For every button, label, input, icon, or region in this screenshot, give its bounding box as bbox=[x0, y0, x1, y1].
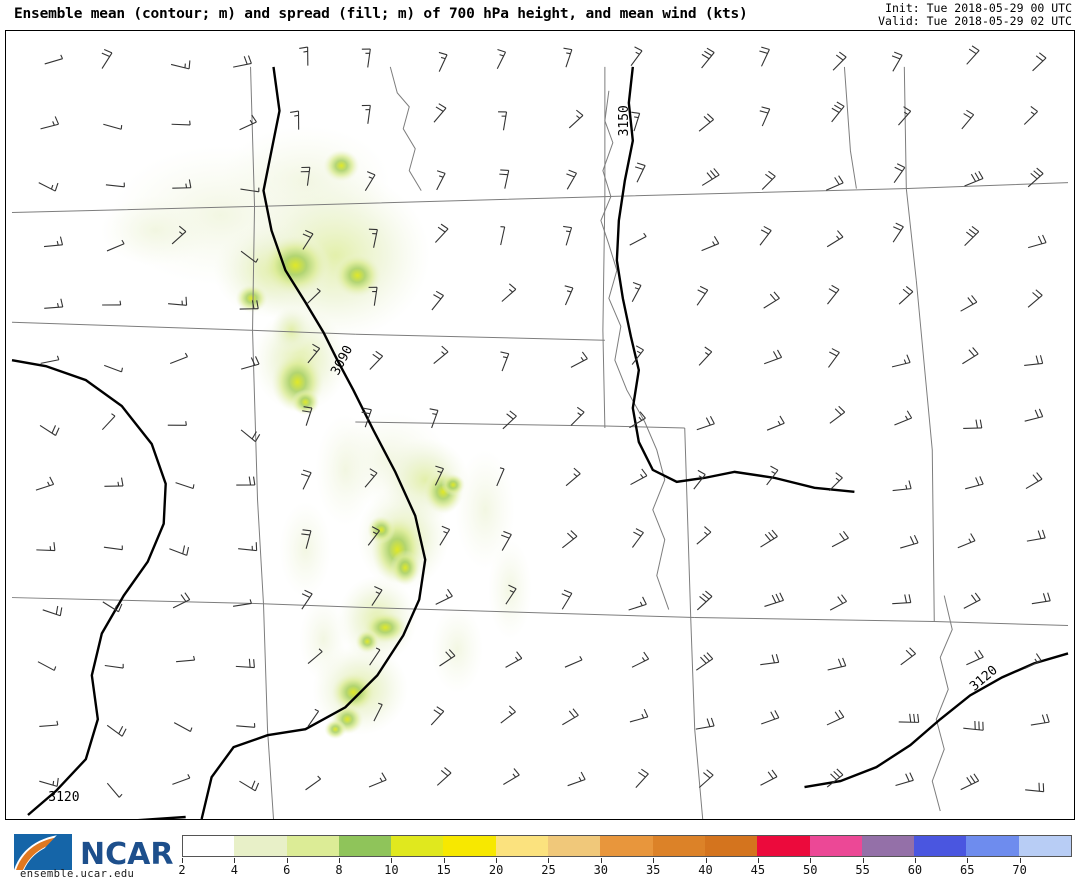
colorbar-tick bbox=[496, 858, 498, 863]
colorbar-segment bbox=[600, 836, 653, 856]
colorbar-tick-label: 55 bbox=[855, 863, 870, 877]
colorbar-tick bbox=[967, 858, 969, 863]
header-bar: Ensemble mean (contour; m) and spread (f… bbox=[0, 0, 1080, 30]
colorbar-tick-label: 2 bbox=[178, 863, 186, 877]
colorbar-tick-label: 50 bbox=[803, 863, 818, 877]
colorbar-tick-label: 20 bbox=[488, 863, 504, 877]
colorbar-segment bbox=[183, 836, 235, 856]
init-time-label: Init: Tue 2018-05-29 00 UTC bbox=[885, 1, 1072, 15]
colorbar-segment bbox=[286, 836, 339, 856]
contour-label: 3120 bbox=[48, 790, 79, 805]
colorbar-tick bbox=[286, 858, 288, 863]
colorbar-segment bbox=[757, 836, 810, 856]
colorbar-tick bbox=[443, 858, 445, 863]
colorbar-segment bbox=[966, 836, 1019, 856]
colorbar-tick-label: 65 bbox=[960, 863, 975, 877]
colorbar-tick bbox=[1019, 858, 1021, 863]
colorbar-tick-label: 25 bbox=[541, 863, 556, 877]
colorbar-tick bbox=[914, 858, 916, 863]
footer-bar: NCAR ensemble.ucar.edu 2 4 6 8 10 15 20 25 30 35 4… bbox=[0, 824, 1080, 887]
colorbar-tick bbox=[182, 858, 183, 863]
colorbar-segment bbox=[548, 836, 601, 856]
spread-fill-layer bbox=[100, 125, 533, 740]
valid-time-label: Valid: Tue 2018-05-29 02 UTC bbox=[878, 14, 1072, 28]
colorbar-tick bbox=[548, 858, 550, 863]
map-canvas[interactable]: 3150 3090 3120 3120 bbox=[5, 30, 1075, 820]
colorbar-tick-label: 10 bbox=[384, 863, 399, 877]
page-title: Ensemble mean (contour; m) and spread (f… bbox=[14, 6, 748, 22]
colorbar-tick bbox=[653, 858, 655, 863]
colorbar-tick-label: 60 bbox=[907, 863, 923, 877]
state-boundaries-layer bbox=[11, 66, 1069, 819]
ncar-logo-text: NCAR bbox=[80, 837, 173, 872]
contour-label: 3150 bbox=[617, 105, 632, 136]
contour-layer bbox=[11, 66, 1069, 819]
colorbar-tick-label: 35 bbox=[645, 863, 661, 877]
colorbar-tick bbox=[810, 858, 812, 863]
timestamp-block: Init: Tue 2018-05-29 00 UTC Valid: Tue 2… bbox=[878, 2, 1072, 28]
colorbar-tick-label: 8 bbox=[335, 863, 343, 877]
map-svg: 3150 3090 3120 3120 bbox=[6, 31, 1074, 819]
colorbar-tick bbox=[600, 858, 602, 863]
colorbar-tick bbox=[339, 858, 341, 863]
colorbar-segment bbox=[443, 836, 496, 856]
colorbar-tick bbox=[757, 858, 759, 863]
colorbar-tick-label: 70 bbox=[1012, 863, 1027, 877]
colorbar-segment bbox=[809, 836, 862, 856]
colorbar-segment bbox=[914, 836, 967, 856]
colorbar-segment bbox=[495, 836, 549, 856]
colorbar-tick-label: 4 bbox=[230, 863, 238, 877]
colorbar-segment bbox=[704, 836, 758, 856]
colorbar-tick-label: 45 bbox=[750, 863, 766, 877]
colorbar-tick-label: 15 bbox=[436, 863, 451, 877]
colorbar-segment bbox=[652, 836, 705, 856]
colorbar-tick-label: 30 bbox=[593, 863, 609, 877]
ncar-logo[interactable]: NCAR bbox=[6, 830, 176, 884]
colorbar-tick bbox=[391, 858, 393, 863]
colorbar-segment bbox=[391, 836, 444, 856]
colorbar-segment bbox=[861, 836, 915, 856]
colorbar-segment bbox=[234, 836, 287, 856]
colorbar-tick-label: 6 bbox=[283, 863, 291, 877]
colorbar-tick bbox=[862, 858, 864, 863]
colorbar[interactable]: 2 4 6 8 10 15 20 25 30 35 40 45 50 55 60 65 70 bbox=[178, 835, 1072, 883]
colorbar-tick-label: 40 bbox=[698, 863, 713, 877]
colorbar-tick bbox=[234, 858, 236, 863]
colorbar-ticks: 2 4 6 8 10 15 20 25 30 35 40 45 50 55 60 65 70 bbox=[178, 858, 1072, 880]
colorbar-tick bbox=[705, 858, 707, 863]
colorbar-segment bbox=[1018, 836, 1072, 856]
ncar-url-text[interactable]: ensemble.ucar.edu bbox=[20, 868, 135, 880]
colorbar-segment bbox=[338, 836, 392, 856]
colorbar-gradient bbox=[182, 835, 1072, 857]
